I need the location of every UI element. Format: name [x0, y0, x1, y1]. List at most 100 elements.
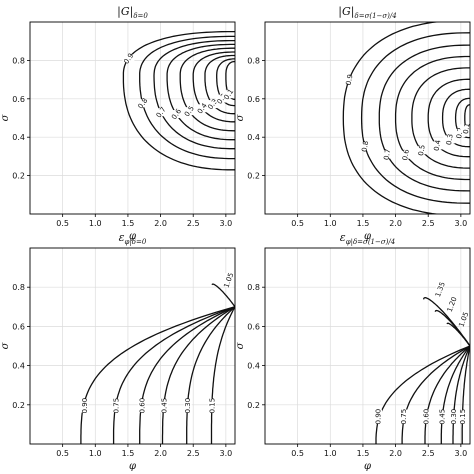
contour-label: 0.6 [401, 148, 411, 161]
contour-label: 1.35 [434, 281, 447, 298]
x-tick-label: 2.0 [389, 449, 402, 458]
x-tick-label: 2.0 [154, 449, 167, 458]
contour-label-bg [154, 108, 167, 117]
contour-line [204, 54, 235, 115]
x-axis-label: φ [364, 461, 371, 472]
y-tick-label: 0.4 [12, 362, 25, 371]
y-axis-label: σ [0, 341, 11, 349]
contour-label: 0.60 [422, 409, 430, 425]
y-tick-label: 0.8 [247, 56, 260, 65]
contour-label-bg [431, 141, 444, 150]
contour-line [179, 47, 235, 132]
contour-label-bg [447, 297, 456, 312]
contour-line [461, 345, 470, 444]
contour-line [166, 43, 235, 141]
contour-label: 0.6 [170, 107, 183, 121]
x-tick-label: 3.0 [219, 219, 232, 228]
subplot-1: 0.5 1.0 1.5 2.0 2.5 3.0 0.2 0.4 0.6 0.8 0.90.80.7 0… [0, 5, 236, 242]
y-tick-label: 0.2 [12, 172, 25, 181]
y-axis-label: σ [235, 113, 246, 121]
contour-line [411, 67, 470, 169]
contour-label: 0.75 [113, 398, 121, 414]
contour-label-bg [458, 409, 467, 424]
axes-frame [264, 21, 471, 215]
contour-label: 0.30 [184, 398, 192, 414]
contour-label-bg [80, 398, 89, 413]
contour-label-bg [112, 398, 121, 413]
x-tick-label: 1.5 [122, 449, 135, 458]
y-tick-label: 0.2 [12, 401, 25, 410]
contour-label: 0.1 [462, 122, 472, 134]
contour-label: 0.2 [455, 127, 465, 139]
y-tick-label: 0.4 [247, 362, 260, 371]
contour-label: 0.8 [360, 140, 370, 152]
contour-line [440, 345, 470, 444]
contour-label-bg [449, 409, 458, 424]
contour-label: 0.4 [433, 139, 443, 152]
contour-line [422, 297, 470, 347]
contour-line [122, 30, 235, 171]
contour-label-bg [206, 100, 219, 109]
contour-label: 0.15 [209, 398, 217, 414]
contour-line [434, 309, 470, 347]
contour-line [210, 306, 235, 444]
contour-label-bg [453, 128, 466, 137]
contour-label: 0.30 [450, 409, 458, 425]
contour-line [394, 55, 470, 181]
contour-label: 0.9 [345, 74, 355, 86]
x-tick-label: 2.5 [187, 449, 200, 458]
x-tick-label: 0.5 [291, 449, 304, 458]
contour-group: 1.051.201.35 0.90 0.75 0.60 0.45 0.30 0.15 [374, 281, 470, 444]
contour-line [139, 35, 235, 160]
y-tick-label: 0.4 [247, 133, 260, 142]
subplot-3: 0.5 1.0 1.5 2.0 2.5 3.0 0.2 0.4 0.6 0.8 1.05 0.90 0.… [0, 231, 236, 472]
x-tick-label: 3.0 [219, 449, 232, 458]
y-tick-label: 0.2 [247, 172, 260, 181]
contour-line [378, 44, 470, 192]
y-tick-label: 0.8 [12, 56, 25, 65]
contour-label: 0.45 [438, 409, 446, 425]
contour-group: 1.05 0.90 0.75 0.60 0.45 0.30 0.15 [80, 272, 235, 444]
contour-label-bg [358, 142, 371, 151]
contour-label-bg [222, 90, 235, 99]
y-axis-label: σ [0, 113, 11, 121]
y-tick-label: 0.6 [12, 95, 25, 104]
x-tick-label: 2.5 [422, 449, 435, 458]
contour-label-bg [380, 150, 393, 159]
contour-label-bg [374, 409, 383, 424]
contour-label-bg [399, 150, 412, 159]
subplot-2: 0.5 1.0 1.5 2.0 2.5 3.00.20.40.60.80.90.80.7 0… [235, 5, 472, 242]
x-tick-label: 2.5 [422, 219, 435, 228]
contour-line [375, 345, 470, 444]
x-tick-label: 1.0 [324, 449, 337, 458]
x-tick-label: 0.5 [56, 219, 69, 228]
contour-label-bg [196, 104, 209, 113]
x-tick-label: 1.5 [122, 219, 135, 228]
x-tick-label: 0.5 [291, 219, 304, 228]
contour-label-bg [415, 146, 428, 155]
contour-label-bg [122, 54, 135, 63]
contour-label: 0.3 [445, 133, 455, 145]
contour-label-bg [399, 409, 408, 424]
y-tick-label: 0.8 [12, 283, 25, 292]
y-axis-label: σ [235, 341, 246, 349]
contour-line [424, 345, 470, 444]
contour-label: 0.15 [459, 409, 467, 425]
contour-label-bg [137, 398, 146, 413]
chart-title: |G|δ=0 [117, 5, 148, 20]
contour-line [186, 306, 235, 444]
contour-line [192, 51, 235, 123]
contour-label: 0.5 [417, 144, 427, 156]
axes-frame [29, 247, 236, 445]
x-tick-label: 1.5 [357, 449, 370, 458]
x-tick-label: 2.0 [154, 219, 167, 228]
contour-label-bg [208, 398, 217, 413]
contour-label: 0.7 [155, 106, 168, 120]
contour-label: 1.05 [458, 311, 471, 328]
x-tick-label: 2.5 [187, 219, 200, 228]
contour-label: 0.45 [161, 398, 169, 414]
chart-title: εφ|δ=σ(1−σ)/4 [340, 231, 395, 246]
contour-label: 1.05 [223, 272, 236, 289]
x-tick-label: 0.5 [56, 449, 69, 458]
contour-label: 0.75 [400, 409, 408, 425]
